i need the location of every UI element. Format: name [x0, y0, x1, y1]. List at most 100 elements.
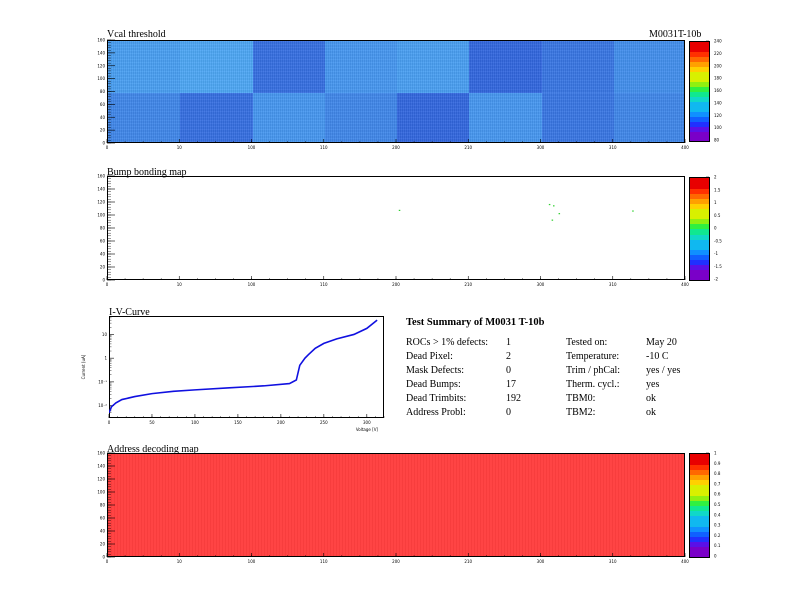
bump-colorbar-label: 0.5 — [714, 213, 721, 218]
vcal-colorbar-band — [690, 51, 709, 58]
addr-xtick-label: 110 — [320, 559, 328, 564]
addr-xtick-label: 100 — [248, 559, 256, 564]
vcal-roc-tile — [180, 92, 253, 142]
iv-xtick-label: 150 — [234, 420, 242, 425]
bump-colorbar-label: 0 — [714, 226, 717, 231]
vcal-colorbar-band — [690, 121, 709, 127]
vcal-colorbar-band — [690, 111, 709, 117]
bump-defect-point — [632, 210, 634, 212]
vcal-xtick-label: 0 — [106, 145, 109, 150]
addr-colorbar-label: 0.8 — [714, 471, 721, 476]
addr-ytick-label: 140 — [97, 464, 105, 469]
bump-xtick-label: 200 — [392, 282, 400, 287]
vcal-roc-tile — [397, 41, 470, 93]
bump-xtick-label: 400 — [681, 282, 689, 287]
vcal-colorbar-band — [690, 56, 709, 63]
vcal-roc-tile — [469, 92, 542, 142]
vcal-xtick-label: 100 — [248, 145, 256, 150]
vcal-heatmap — [107, 40, 685, 143]
addr-xtick-label: 10 — [177, 559, 183, 564]
bump-colorbar-label: -2 — [714, 277, 718, 282]
vcal-colorbar-band — [690, 42, 709, 48]
vcal-colorbar-band — [690, 71, 709, 78]
bump-colorbar-band — [690, 183, 709, 189]
vcal-colorbar-label: 120 — [714, 113, 722, 118]
summary-left-value: 192 — [506, 393, 521, 404]
bump-defect-point — [548, 203, 551, 206]
bump-colorbar-band — [690, 254, 709, 261]
bump-colorbar-band — [690, 193, 709, 199]
vcal-xtick-label: 10 — [177, 145, 183, 150]
vcal-roc-tile — [324, 41, 398, 93]
vcal-colorbar-label: 160 — [714, 88, 722, 93]
addr-colorbar-label: 0.1 — [714, 543, 721, 548]
vcal-colorbar-band — [690, 101, 709, 107]
bump-colorbar-band — [690, 244, 709, 250]
module-id-label: M0031T-10b — [649, 29, 702, 40]
bump-colorbar-label: -1.5 — [714, 264, 722, 269]
vcal-xtick-label: 110 — [320, 145, 328, 150]
vcal-roc-tile — [541, 92, 615, 142]
addr-colorbar-label: 0 — [714, 554, 717, 559]
addr-colorbar-band — [690, 479, 709, 486]
addr-colorbar-band — [690, 505, 709, 512]
summary-right-value: yes / yes — [646, 365, 681, 376]
bump-title: Bump bonding map — [107, 167, 187, 178]
vcal-ytick-label: 80 — [100, 89, 106, 94]
summary-left-label: Dead Bumps: — [406, 379, 461, 390]
vcal-ytick-label: 40 — [100, 115, 106, 120]
vcal-colorbar-band — [690, 116, 709, 122]
addr-xtick-label: 200 — [392, 559, 400, 564]
vcal-roc-tile — [541, 41, 615, 93]
vcal-roc-tile — [613, 41, 684, 93]
bump-defect-point — [398, 209, 401, 211]
summary-right-label: TBM0: — [566, 393, 596, 404]
vcal-roc-tile — [252, 92, 326, 142]
addr-colorbar-band — [690, 551, 709, 558]
vcal-colorbar-band — [690, 96, 709, 102]
vcal-ytick-label: 0 — [102, 141, 105, 146]
bump-colorbar-band — [690, 259, 709, 266]
addr-colorbar — [689, 453, 710, 558]
vcal-colorbar — [689, 41, 710, 142]
bump-colorbar-band — [690, 234, 709, 240]
summary-left-value: 2 — [506, 351, 511, 362]
summary-right-label: Tested on: — [566, 337, 608, 348]
bump-xtick-label: 310 — [609, 282, 617, 287]
bump-xtick-label: 110 — [320, 282, 328, 287]
bump-ytick-label: 100 — [97, 213, 105, 218]
addr-ytick-label: 20 — [100, 542, 106, 547]
addr-ytick-label: 0 — [102, 555, 105, 560]
summary-left-label: Address Probl: — [406, 407, 466, 418]
addr-heatmap — [107, 453, 685, 557]
addr-colorbar-label: 0.7 — [714, 481, 721, 486]
addr-colorbar-band — [690, 469, 709, 476]
vcal-colorbar-label: 140 — [714, 100, 722, 105]
addr-ytick-label: 120 — [97, 477, 105, 482]
iv-ytick-label: 10⁻¹ — [98, 379, 107, 384]
vcal-colorbar-band — [690, 91, 709, 97]
bump-defect-point — [551, 219, 554, 221]
summary-right-value: ok — [646, 407, 656, 418]
summary-right-value: ok — [646, 393, 656, 404]
addr-colorbar-band — [690, 454, 709, 460]
iv-xtick-label: 200 — [277, 420, 285, 425]
addr-colorbar-band — [690, 459, 709, 465]
vcal-roc-tile — [108, 92, 181, 142]
vcal-ytick-label: 160 — [97, 38, 105, 43]
addr-xtick-label: 210 — [464, 559, 472, 564]
addr-ytick-label: 40 — [100, 529, 106, 534]
bump-colorbar-band — [690, 274, 709, 281]
bump-colorbar-band — [690, 178, 709, 184]
addr-colorbar-band — [690, 515, 709, 522]
vcal-colorbar-label: 80 — [714, 138, 720, 143]
bump-colorbar-band — [690, 223, 709, 230]
addr-colorbar-label: 0.5 — [714, 502, 721, 507]
vcal-colorbar-label: 200 — [714, 63, 722, 68]
bump-colorbar-band — [690, 213, 709, 220]
bump-colorbar-label: 1.5 — [714, 187, 721, 192]
addr-xtick-label: 310 — [609, 559, 617, 564]
vcal-roc-tile — [252, 41, 326, 93]
